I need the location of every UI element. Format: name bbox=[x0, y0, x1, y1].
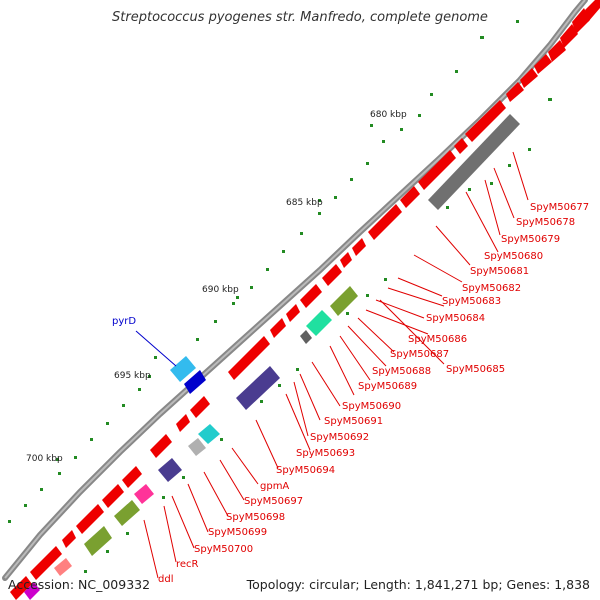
gene-label-SpyM50679: SpyM50679 bbox=[501, 234, 560, 245]
genome-summary-text: Topology: circular; Length: 1,841,271 bp… bbox=[246, 577, 590, 592]
gene-label-recR: recR bbox=[176, 559, 199, 570]
accession-text: Accession: NC_009332 bbox=[8, 577, 151, 592]
gene-label-SpyM50685: SpyM50685 bbox=[446, 364, 505, 375]
pyrD-label: pyrD bbox=[112, 316, 136, 327]
gene-label-SpyM50690: SpyM50690 bbox=[342, 401, 401, 412]
gene-label-SpyM50699: SpyM50699 bbox=[208, 527, 267, 538]
gene-label-SpyM50680: SpyM50680 bbox=[484, 251, 543, 262]
gene-label-ddl: ddl bbox=[158, 574, 173, 585]
gene-label-SpyM50692: SpyM50692 bbox=[310, 432, 369, 443]
gene-label-SpyM50694: SpyM50694 bbox=[276, 465, 335, 476]
position-label-700: 700 kbp bbox=[26, 454, 63, 464]
gene-label-SpyM50689: SpyM50689 bbox=[358, 381, 417, 392]
gene-label-SpyM50697: SpyM50697 bbox=[244, 496, 303, 507]
position-label-690: 690 kbp bbox=[202, 285, 239, 295]
gene-label-SpyM50698: SpyM50698 bbox=[226, 512, 285, 523]
gene-label-SpyM50691: SpyM50691 bbox=[324, 416, 383, 427]
gene-label-SpyM50681: SpyM50681 bbox=[470, 266, 529, 277]
feature-blocks bbox=[24, 114, 520, 600]
gene-leader-lines bbox=[143, 151, 529, 579]
gene-label-SpyM50677: SpyM50677 bbox=[530, 202, 589, 213]
gene-label-SpyM50686: SpyM50686 bbox=[408, 334, 467, 345]
position-label-680: 680 kbp bbox=[370, 110, 407, 120]
gene-label-SpyM50693: SpyM50693 bbox=[296, 448, 355, 459]
position-label-685: 685 kbp bbox=[286, 198, 323, 208]
gene-label-SpyM50682: SpyM50682 bbox=[462, 283, 521, 294]
tick-marks bbox=[8, 20, 552, 573]
gene-label-SpyM50688: SpyM50688 bbox=[372, 366, 431, 377]
gene-label-SpyM50684: SpyM50684 bbox=[426, 313, 485, 324]
gene-label-SpyM50687: SpyM50687 bbox=[390, 349, 449, 360]
position-label-695: 695 kbp bbox=[114, 371, 151, 381]
forward-cds-band bbox=[10, 0, 600, 600]
gene-label-SpyM50678: SpyM50678 bbox=[516, 217, 575, 228]
gene-label-SpyM50683: SpyM50683 bbox=[442, 296, 501, 307]
gene-label-SpyM50700: SpyM50700 bbox=[194, 544, 253, 555]
map-title: Streptococcus pyogenes str. Manfredo, co… bbox=[112, 10, 488, 25]
gene-label-gpmA: gpmA bbox=[260, 481, 289, 492]
pyrD-leader-line bbox=[135, 330, 177, 367]
